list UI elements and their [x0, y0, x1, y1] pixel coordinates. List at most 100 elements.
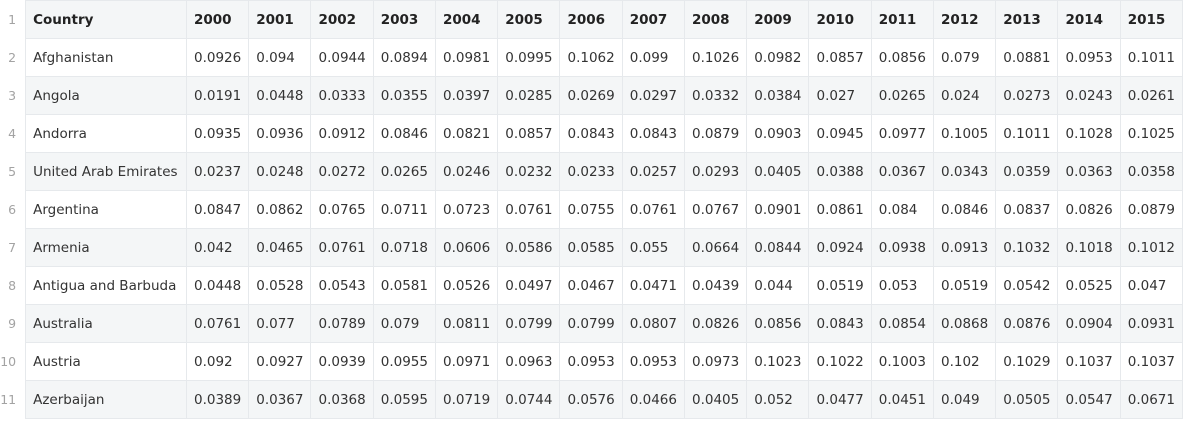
value-cell[interactable]: 0.0547 [1057, 380, 1121, 419]
value-cell[interactable]: 0.027 [808, 76, 872, 115]
value-cell[interactable]: 0.0767 [683, 190, 748, 229]
column-header-year[interactable]: 2008 [683, 0, 748, 39]
value-cell[interactable]: 0.0857 [808, 38, 872, 77]
value-cell[interactable]: 0.0265 [372, 152, 436, 191]
value-cell[interactable]: 0.0248 [248, 152, 312, 191]
country-cell[interactable]: United Arab Emirates [25, 152, 187, 191]
value-cell[interactable]: 0.0799 [497, 304, 561, 343]
value-cell[interactable]: 0.1022 [808, 342, 872, 381]
value-cell[interactable]: 0.0826 [683, 304, 748, 343]
value-cell[interactable]: 0.0719 [434, 380, 499, 419]
value-cell[interactable]: 0.1037 [1057, 342, 1121, 381]
column-header-year[interactable]: 2009 [746, 0, 810, 39]
value-cell[interactable]: 0.0955 [372, 342, 436, 381]
value-cell[interactable]: 0.0963 [497, 342, 561, 381]
value-cell[interactable]: 0.0903 [746, 114, 810, 153]
value-cell[interactable]: 0.0465 [248, 228, 312, 267]
column-header-year[interactable]: 2001 [248, 0, 312, 39]
value-cell[interactable]: 0.1029 [995, 342, 1059, 381]
value-cell[interactable]: 0.052 [746, 380, 810, 419]
value-cell[interactable]: 0.0857 [497, 114, 561, 153]
value-cell[interactable]: 0.0664 [683, 228, 748, 267]
value-cell[interactable]: 0.0389 [185, 380, 250, 419]
value-cell[interactable]: 0.0789 [310, 304, 374, 343]
column-header-year[interactable]: 2002 [310, 0, 374, 39]
value-cell[interactable]: 0.0936 [248, 114, 312, 153]
value-cell[interactable]: 0.1062 [559, 38, 623, 77]
value-cell[interactable]: 0.0711 [372, 190, 436, 229]
value-cell[interactable]: 0.0761 [185, 304, 250, 343]
value-cell[interactable]: 0.0761 [621, 190, 685, 229]
value-cell[interactable]: 0.0723 [434, 190, 499, 229]
value-cell[interactable]: 0.0799 [559, 304, 623, 343]
value-cell[interactable]: 0.0973 [683, 342, 748, 381]
value-cell[interactable]: 0.1003 [870, 342, 934, 381]
value-cell[interactable]: 0.1005 [932, 114, 997, 153]
value-cell[interactable]: 0.0297 [621, 76, 685, 115]
value-cell[interactable]: 0.0265 [870, 76, 934, 115]
value-cell[interactable]: 0.0854 [870, 304, 934, 343]
value-cell[interactable]: 0.077 [248, 304, 312, 343]
value-cell[interactable]: 0.0982 [746, 38, 810, 77]
value-cell[interactable]: 0.0843 [621, 114, 685, 153]
column-header-year[interactable]: 2004 [434, 0, 499, 39]
value-cell[interactable]: 0.0837 [995, 190, 1059, 229]
value-cell[interactable]: 0.0995 [497, 38, 561, 77]
country-cell[interactable]: Afghanistan [25, 38, 187, 77]
value-cell[interactable]: 0.0931 [1119, 304, 1183, 343]
value-cell[interactable]: 0.079 [932, 38, 997, 77]
value-cell[interactable]: 0.0191 [185, 76, 250, 115]
value-cell[interactable]: 0.0246 [434, 152, 499, 191]
country-cell[interactable]: Azerbaijan [25, 380, 187, 419]
value-cell[interactable]: 0.0333 [310, 76, 374, 115]
value-cell[interactable]: 0.0257 [621, 152, 685, 191]
value-cell[interactable]: 0.047 [1119, 266, 1183, 305]
value-cell[interactable]: 0.055 [621, 228, 685, 267]
value-cell[interactable]: 0.0581 [372, 266, 436, 305]
value-cell[interactable]: 0.024 [932, 76, 997, 115]
value-cell[interactable]: 0.0543 [310, 266, 374, 305]
value-cell[interactable]: 0.0233 [559, 152, 623, 191]
value-cell[interactable]: 0.0595 [372, 380, 436, 419]
value-cell[interactable]: 0.1037 [1119, 342, 1183, 381]
value-cell[interactable]: 0.0876 [995, 304, 1059, 343]
country-cell[interactable]: Antigua and Barbuda [25, 266, 187, 305]
value-cell[interactable]: 0.0285 [497, 76, 561, 115]
column-header-year[interactable]: 2006 [559, 0, 623, 39]
value-cell[interactable]: 0.0467 [559, 266, 623, 305]
value-cell[interactable]: 0.0944 [310, 38, 374, 77]
value-cell[interactable]: 0.0939 [310, 342, 374, 381]
value-cell[interactable]: 0.0576 [559, 380, 623, 419]
column-header-year[interactable]: 2000 [185, 0, 250, 39]
country-cell[interactable]: Angola [25, 76, 187, 115]
value-cell[interactable]: 0.0586 [497, 228, 561, 267]
value-cell[interactable]: 0.0904 [1057, 304, 1121, 343]
value-cell[interactable]: 0.0606 [434, 228, 499, 267]
value-cell[interactable]: 0.1011 [995, 114, 1059, 153]
value-cell[interactable]: 0.1032 [995, 228, 1059, 267]
value-cell[interactable]: 0.0363 [1057, 152, 1121, 191]
column-header-year[interactable]: 2003 [372, 0, 436, 39]
value-cell[interactable]: 0.0935 [185, 114, 250, 153]
value-cell[interactable]: 0.0497 [497, 266, 561, 305]
value-cell[interactable]: 0.092 [185, 342, 250, 381]
value-cell[interactable]: 0.0525 [1057, 266, 1121, 305]
column-header-year[interactable]: 2010 [808, 0, 872, 39]
value-cell[interactable]: 0.044 [746, 266, 810, 305]
value-cell[interactable]: 0.0477 [808, 380, 872, 419]
value-cell[interactable]: 0.094 [248, 38, 312, 77]
value-cell[interactable]: 0.0953 [621, 342, 685, 381]
country-cell[interactable]: Australia [25, 304, 187, 343]
value-cell[interactable]: 0.0844 [746, 228, 810, 267]
value-cell[interactable]: 0.0367 [248, 380, 312, 419]
column-header-year[interactable]: 2015 [1119, 0, 1183, 39]
value-cell[interactable]: 0.0237 [185, 152, 250, 191]
value-cell[interactable]: 0.0807 [621, 304, 685, 343]
value-cell[interactable]: 0.099 [621, 38, 685, 77]
value-cell[interactable]: 0.0269 [559, 76, 623, 115]
value-cell[interactable]: 0.0862 [248, 190, 312, 229]
value-cell[interactable]: 0.0971 [434, 342, 499, 381]
value-cell[interactable]: 0.042 [185, 228, 250, 267]
value-cell[interactable]: 0.0879 [1119, 190, 1183, 229]
value-cell[interactable]: 0.0528 [248, 266, 312, 305]
